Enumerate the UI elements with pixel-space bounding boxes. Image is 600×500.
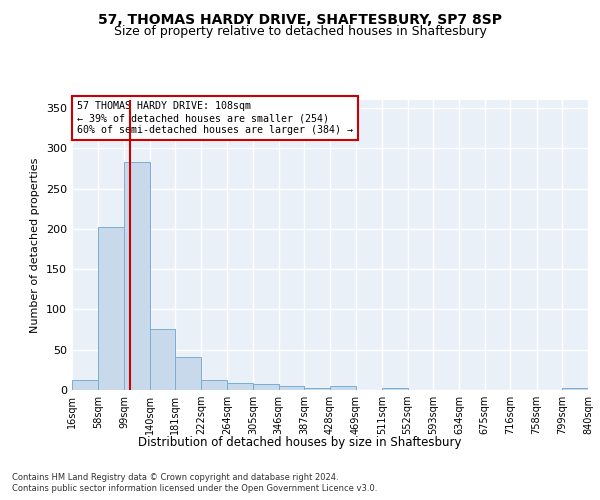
Bar bbox=[149, 329, 175, 390]
Text: Distribution of detached houses by size in Shaftesbury: Distribution of detached houses by size … bbox=[138, 436, 462, 449]
Bar bbox=[253, 384, 278, 390]
Text: 57 THOMAS HARDY DRIVE: 108sqm
← 39% of detached houses are smaller (254)
60% of : 57 THOMAS HARDY DRIVE: 108sqm ← 39% of d… bbox=[77, 102, 353, 134]
Text: Contains HM Land Registry data © Crown copyright and database right 2024.: Contains HM Land Registry data © Crown c… bbox=[12, 472, 338, 482]
Bar bbox=[98, 228, 124, 390]
Text: 57, THOMAS HARDY DRIVE, SHAFTESBURY, SP7 8SP: 57, THOMAS HARDY DRIVE, SHAFTESBURY, SP7… bbox=[98, 12, 502, 26]
Bar bbox=[330, 386, 356, 390]
Text: Contains public sector information licensed under the Open Government Licence v3: Contains public sector information licen… bbox=[12, 484, 377, 493]
Bar bbox=[382, 388, 407, 390]
Y-axis label: Number of detached properties: Number of detached properties bbox=[31, 158, 40, 332]
Bar bbox=[72, 380, 98, 390]
Text: Size of property relative to detached houses in Shaftesbury: Size of property relative to detached ho… bbox=[113, 25, 487, 38]
Bar bbox=[227, 383, 253, 390]
Bar bbox=[278, 386, 304, 390]
Bar bbox=[175, 357, 201, 390]
Bar bbox=[124, 162, 149, 390]
Bar bbox=[304, 388, 330, 390]
Bar bbox=[201, 380, 227, 390]
Bar bbox=[562, 388, 588, 390]
